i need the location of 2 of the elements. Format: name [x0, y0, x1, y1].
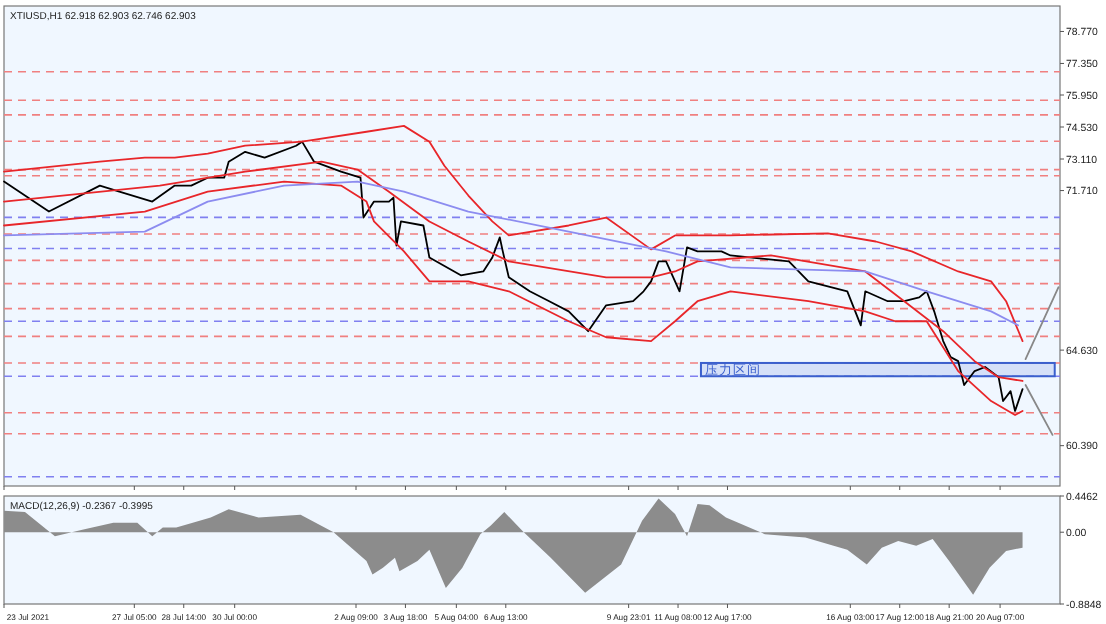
- line-series: [3, 124, 1024, 342]
- line-series: [3, 140, 1024, 412]
